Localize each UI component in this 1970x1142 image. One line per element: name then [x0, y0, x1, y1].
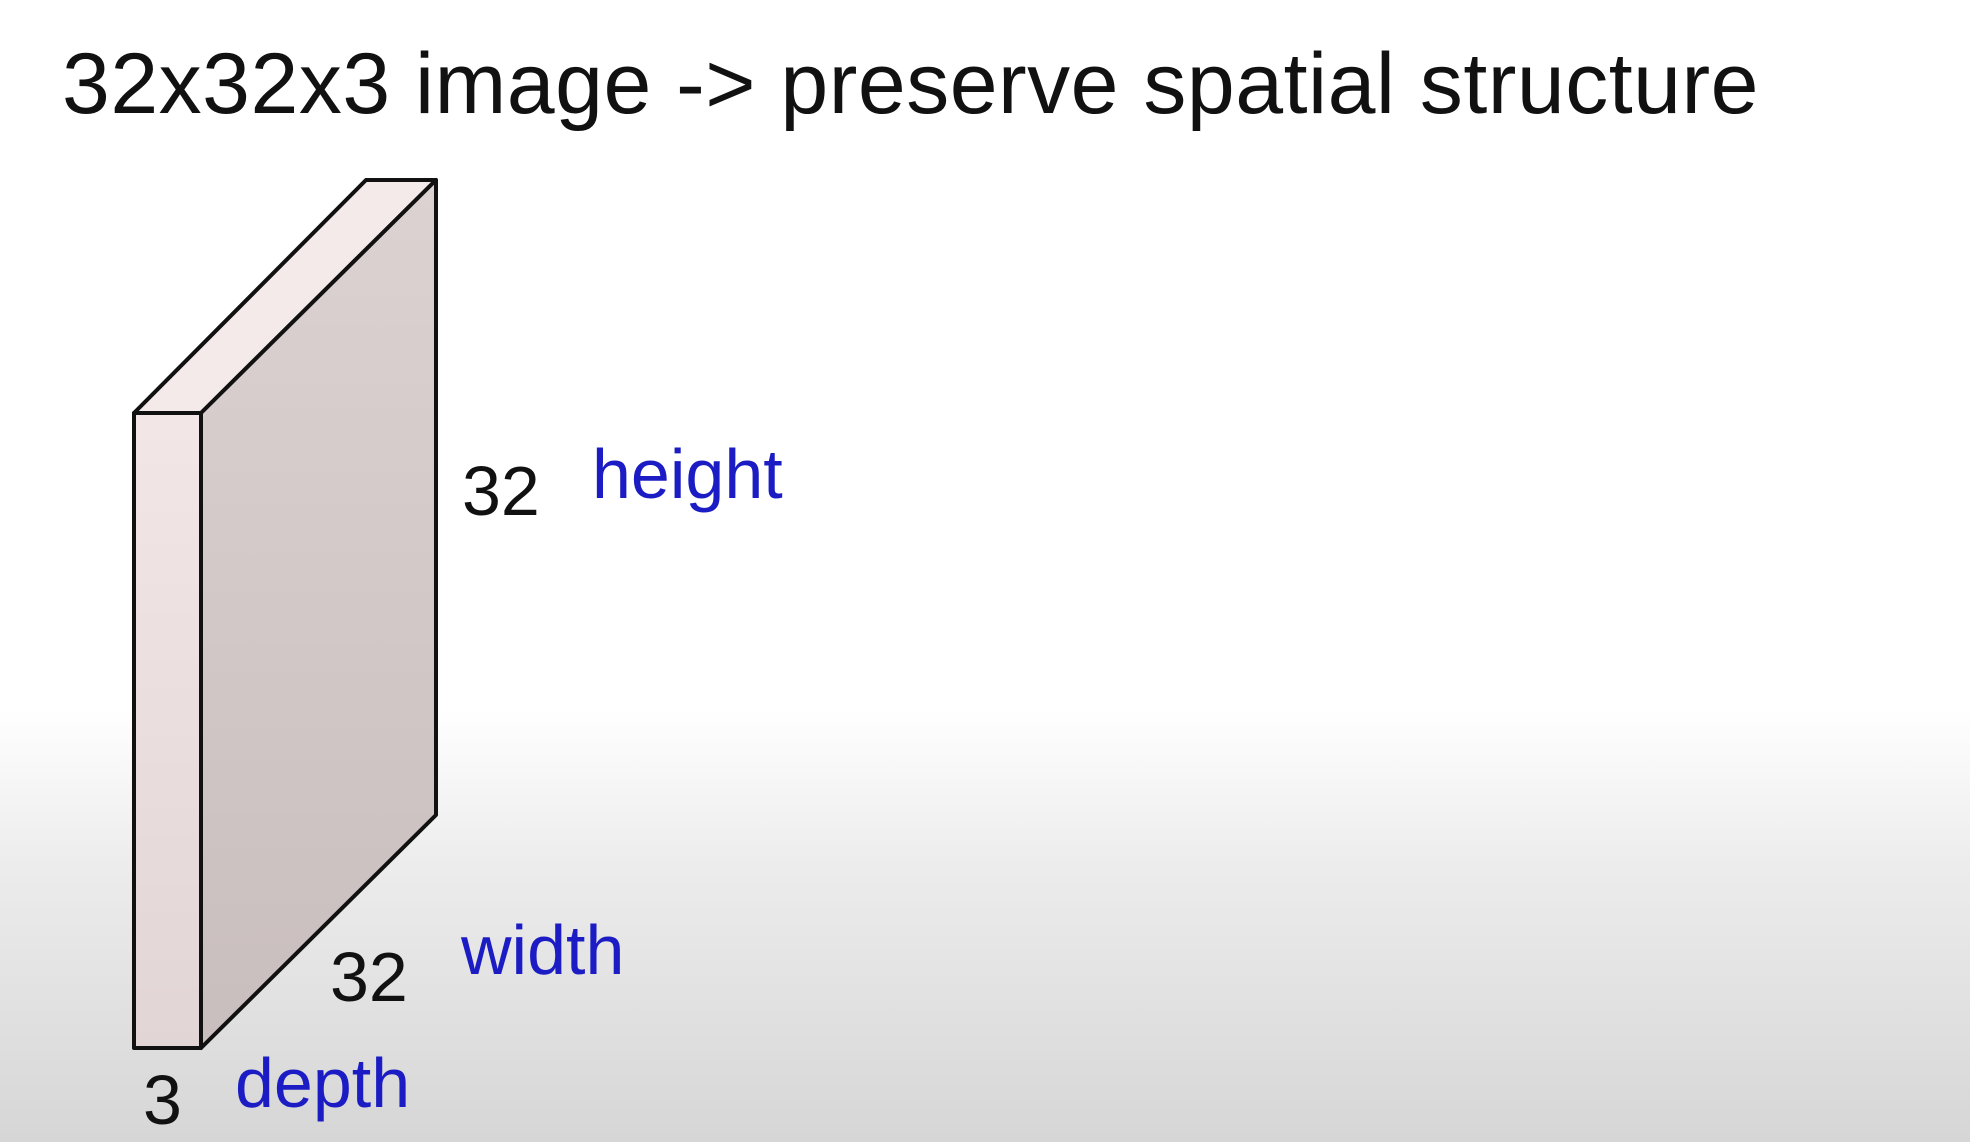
volume-front-face [132, 411, 203, 1050]
depth-value: 3 [143, 1061, 182, 1139]
height-value: 32 [462, 452, 540, 530]
height-label: height [592, 435, 783, 513]
depth-label: depth [235, 1044, 411, 1122]
slide-title: 32x32x3 image -> preserve spatial struct… [62, 36, 1759, 132]
width-value: 32 [330, 938, 408, 1016]
width-label: width [461, 911, 625, 989]
